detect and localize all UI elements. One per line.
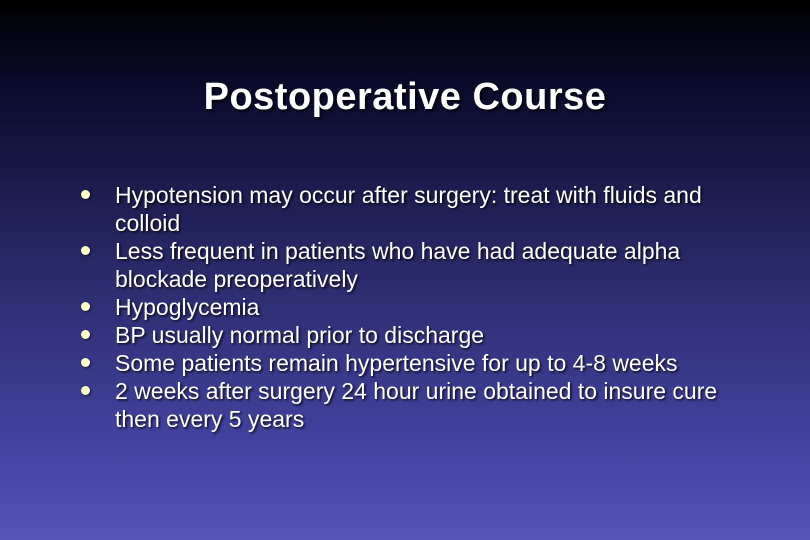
bullet-text: BP usually normal prior to discharge: [115, 321, 735, 349]
bullet-icon: [75, 181, 115, 199]
list-item: Less frequent in patients who have had a…: [75, 237, 735, 293]
bullet-icon: [75, 237, 115, 255]
bullet-icon: [75, 377, 115, 395]
bullet-icon: [75, 293, 115, 311]
bullet-text: Some patients remain hypertensive for up…: [115, 349, 735, 377]
bullet-text: 2 weeks after surgery 24 hour urine obta…: [115, 377, 735, 433]
bullet-text: Hypotension may occur after surgery: tre…: [115, 181, 735, 237]
list-item: Some patients remain hypertensive for up…: [75, 349, 735, 377]
slide-content: Hypotension may occur after surgery: tre…: [0, 119, 810, 433]
bullet-text: Less frequent in patients who have had a…: [115, 237, 735, 293]
bullet-icon: [75, 349, 115, 367]
list-item: 2 weeks after surgery 24 hour urine obta…: [75, 377, 735, 433]
slide-container: Postoperative Course Hypotension may occ…: [0, 0, 810, 540]
list-item: Hypotension may occur after surgery: tre…: [75, 181, 735, 237]
list-item: Hypoglycemia: [75, 293, 735, 321]
bullet-text: Hypoglycemia: [115, 293, 735, 321]
list-item: BP usually normal prior to discharge: [75, 321, 735, 349]
bullet-list: Hypotension may occur after surgery: tre…: [75, 181, 735, 433]
slide-title: Postoperative Course: [0, 0, 810, 119]
bullet-icon: [75, 321, 115, 339]
